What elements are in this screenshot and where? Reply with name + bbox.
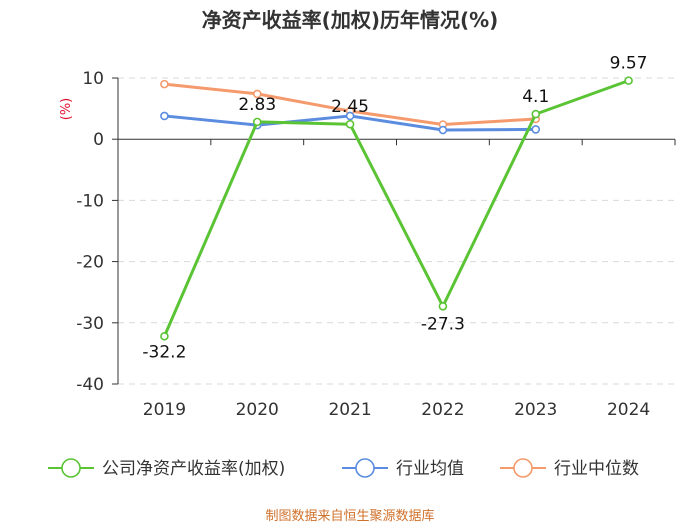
y-tick-label: -20: [76, 253, 104, 273]
data-point: [624, 76, 633, 85]
data-label: 4.1: [522, 87, 549, 107]
legend-marker: [355, 458, 375, 478]
legend-marker: [513, 458, 533, 478]
data-label: -32.2: [142, 342, 186, 362]
x-tick-label: 2022: [421, 400, 464, 420]
y-axis-label: (%): [59, 98, 74, 121]
data-point: [160, 111, 169, 121]
axis-layer: 10 0 -10 -20 -30 -40 2019 2020 2021 2022 2023 2024 (…: [59, 69, 676, 420]
data-point: [345, 111, 355, 121]
y-tick-label: 0: [93, 130, 104, 150]
y-tick-label: 10: [82, 69, 104, 89]
data-point: [438, 125, 448, 135]
data-label: -27.3: [421, 314, 465, 334]
data-label: 2.83: [238, 95, 276, 115]
legend-label: 公司净资产收益率(加权): [102, 459, 285, 479]
x-tick-label: 2020: [236, 400, 279, 420]
x-tick-label: 2019: [143, 400, 186, 420]
series-line: [163, 79, 630, 337]
chart-title: 净资产收益率(加权)历年情况(%): [201, 8, 499, 32]
x-tick-label: 2023: [514, 400, 557, 420]
x-tick-label: 2021: [328, 400, 371, 420]
grid-layer: [118, 77, 675, 385]
data-label: 2.45: [331, 97, 369, 117]
legend-label: 行业中位数: [554, 459, 639, 479]
y-tick-label: -30: [76, 314, 104, 334]
data-point: [160, 79, 169, 89]
data-label: 9.57: [610, 54, 648, 74]
data-point: [252, 117, 262, 127]
series-layer: [160, 76, 633, 341]
data-point: [345, 119, 355, 129]
source-note: 制图数据来自恒生聚源数据库: [265, 509, 435, 524]
y-tick-label: -40: [76, 375, 104, 395]
data-point: [531, 125, 541, 134]
legend-marker: [61, 458, 81, 478]
y-tick-label: -10: [76, 191, 104, 211]
data-point: [160, 331, 169, 341]
label-layer: -32.2 2.83 2.45 -27.3 4.1 9.57: [142, 54, 647, 363]
x-tick-label: 2024: [607, 400, 650, 420]
legend-label: 行业均值: [396, 459, 464, 479]
data-point: [252, 89, 262, 99]
data-point: [531, 109, 541, 119]
legend: 公司净资产收益率(加权) 行业均值 行业中位数: [48, 458, 639, 479]
data-point: [438, 301, 448, 311]
